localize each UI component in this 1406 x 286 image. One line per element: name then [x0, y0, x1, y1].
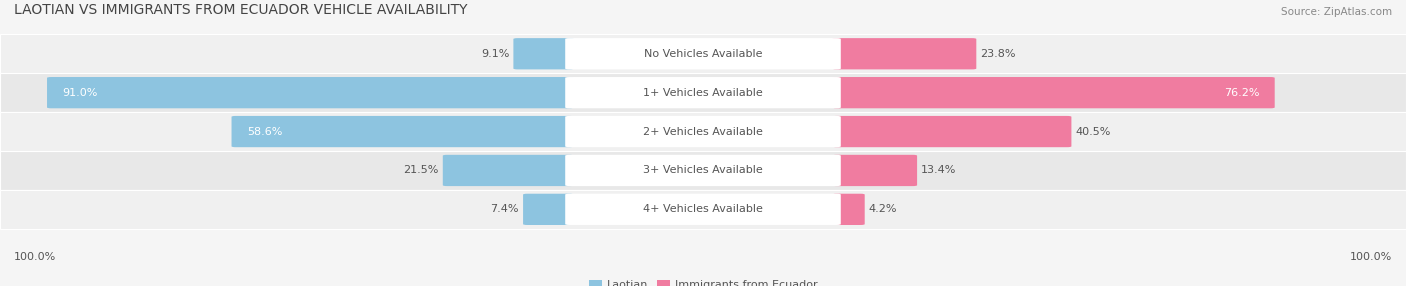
FancyBboxPatch shape	[565, 77, 841, 108]
Bar	[0, 151, 1406, 190]
FancyBboxPatch shape	[565, 116, 841, 147]
Text: 100.0%: 100.0%	[14, 252, 56, 262]
Bar	[0, 73, 1406, 112]
Legend: Laotian, Immigrants from Ecuador: Laotian, Immigrants from Ecuador	[585, 276, 821, 286]
FancyBboxPatch shape	[565, 194, 841, 225]
Text: Source: ZipAtlas.com: Source: ZipAtlas.com	[1281, 7, 1392, 17]
Text: 3+ Vehicles Available: 3+ Vehicles Available	[643, 166, 763, 175]
FancyBboxPatch shape	[832, 38, 976, 69]
FancyBboxPatch shape	[46, 77, 574, 108]
Text: 76.2%: 76.2%	[1223, 88, 1260, 98]
Text: 4.2%: 4.2%	[869, 204, 897, 214]
FancyBboxPatch shape	[565, 155, 841, 186]
Bar	[0, 190, 1406, 229]
Text: 21.5%: 21.5%	[404, 166, 439, 175]
Text: 40.5%: 40.5%	[1076, 127, 1111, 136]
Bar	[0, 112, 1406, 151]
Text: 91.0%: 91.0%	[62, 88, 98, 98]
Text: No Vehicles Available: No Vehicles Available	[644, 49, 762, 59]
Text: 23.8%: 23.8%	[980, 49, 1017, 59]
Text: 2+ Vehicles Available: 2+ Vehicles Available	[643, 127, 763, 136]
Text: 100.0%: 100.0%	[1350, 252, 1392, 262]
FancyBboxPatch shape	[832, 155, 917, 186]
Text: LAOTIAN VS IMMIGRANTS FROM ECUADOR VEHICLE AVAILABILITY: LAOTIAN VS IMMIGRANTS FROM ECUADOR VEHIC…	[14, 3, 468, 17]
FancyBboxPatch shape	[832, 116, 1071, 147]
FancyBboxPatch shape	[565, 38, 841, 69]
FancyBboxPatch shape	[513, 38, 574, 69]
Text: 13.4%: 13.4%	[921, 166, 956, 175]
FancyBboxPatch shape	[832, 77, 1275, 108]
Text: 58.6%: 58.6%	[247, 127, 283, 136]
Bar	[0, 34, 1406, 73]
FancyBboxPatch shape	[232, 116, 574, 147]
FancyBboxPatch shape	[832, 194, 865, 225]
Text: 4+ Vehicles Available: 4+ Vehicles Available	[643, 204, 763, 214]
Text: 9.1%: 9.1%	[481, 49, 509, 59]
Text: 7.4%: 7.4%	[491, 204, 519, 214]
Text: 1+ Vehicles Available: 1+ Vehicles Available	[643, 88, 763, 98]
FancyBboxPatch shape	[523, 194, 574, 225]
FancyBboxPatch shape	[443, 155, 574, 186]
